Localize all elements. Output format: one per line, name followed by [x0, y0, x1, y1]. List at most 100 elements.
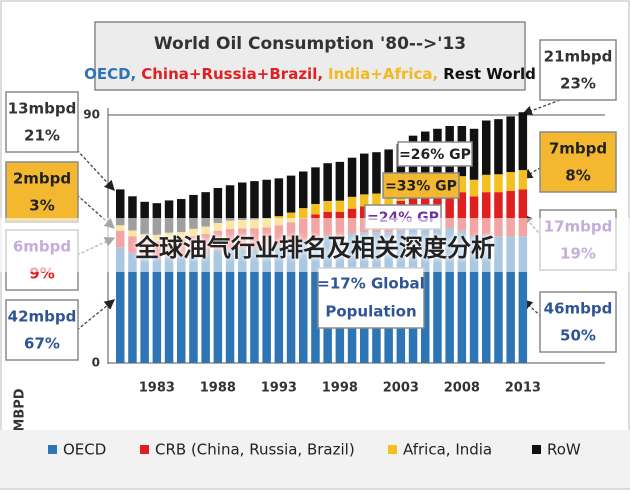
share-text: =26% GP [399, 147, 471, 163]
bar-segment [225, 248, 235, 363]
legend-swatch [140, 445, 149, 454]
bar-segment [286, 212, 296, 223]
callout-text: 3% [29, 197, 54, 215]
subtitle-part: India+Africa, [328, 65, 438, 83]
bar-segment [323, 163, 332, 201]
bar-segment [469, 196, 479, 237]
bar-segment [299, 240, 308, 363]
bar-segment [506, 172, 515, 191]
bar-segment [506, 190, 515, 237]
bar-segment [469, 236, 479, 363]
bar-segment [250, 248, 259, 363]
legend-swatch [388, 445, 397, 454]
bar-segment [116, 247, 125, 363]
bar-segment [164, 256, 174, 363]
bar-segment [457, 176, 467, 193]
bar-segment [152, 258, 162, 363]
bar-segment [457, 230, 467, 363]
bar-segment [494, 236, 503, 363]
bar-segment [494, 119, 503, 175]
bar-segment [299, 171, 308, 209]
bar-segment [164, 200, 174, 233]
bar-segment [372, 193, 381, 206]
chart-title: World Oil Consumption '80-->'13 [154, 34, 466, 54]
share-box [317, 267, 425, 329]
callout-box [539, 291, 617, 353]
legend-label: RoW [547, 441, 581, 459]
legend-label: OECD [63, 441, 106, 459]
subtitle-part: China+Russia+Brazil, [141, 65, 323, 83]
y-tick-label: 0 [92, 356, 100, 370]
bar-segment [518, 189, 528, 237]
bar-segment [189, 254, 198, 363]
legend-bg [0, 430, 630, 488]
bar-segment [274, 245, 284, 363]
bar-segment [482, 120, 491, 175]
y-axis-label: MBPD [13, 388, 28, 431]
bar-segment [518, 236, 528, 363]
bar-segment [384, 149, 393, 192]
bar-segment [299, 208, 308, 219]
callout-text: 8% [565, 167, 590, 185]
bar-segment [128, 196, 137, 231]
bar-segment [494, 174, 503, 193]
share-box [382, 172, 460, 199]
x-tick-label: 1993 [261, 381, 297, 396]
bar-segment [433, 226, 442, 363]
bar-segment [347, 157, 357, 197]
bar-segment [262, 179, 271, 219]
bar-segment [445, 227, 454, 363]
x-tick-label: 1983 [139, 381, 175, 396]
bar-segment [311, 237, 320, 363]
x-tick-label: 2008 [444, 381, 480, 396]
bar-segment [213, 188, 223, 224]
subtitle-part: Rest World [443, 65, 536, 83]
callout-text: 67% [24, 335, 60, 353]
callout-text: 46mbpd [544, 300, 613, 318]
bar-segment [445, 190, 454, 228]
bar-segment [469, 128, 479, 180]
callout-box [5, 299, 79, 361]
share-text: =17% Global [317, 275, 424, 293]
share-box [397, 141, 473, 167]
title-box [94, 21, 526, 91]
bar-segment [360, 153, 369, 195]
callout-text: 2mbpd [13, 170, 71, 188]
bar-segment [274, 178, 284, 217]
bar-segment [494, 192, 503, 237]
bar-segment [311, 204, 320, 215]
callout-box [5, 161, 79, 223]
subtitle-part: OECD, [84, 65, 136, 83]
bar-segment [189, 194, 198, 229]
callout-text: 7mbpd [549, 140, 607, 158]
callout-text: 23% [560, 75, 596, 93]
bar-segment [482, 192, 491, 235]
legend-swatch [532, 445, 541, 454]
bar-segment [421, 226, 430, 363]
x-tick-label: 2013 [505, 381, 541, 396]
bar-segment [506, 116, 515, 173]
legend-swatch [48, 445, 57, 454]
bar-segment [360, 194, 369, 207]
bar-segment [518, 112, 528, 171]
banner: 全球油气行业排名及相关深度分析 [0, 218, 630, 272]
bar-segment [140, 256, 149, 363]
bar-segment [262, 247, 271, 363]
bar-segment [238, 182, 247, 220]
callout-text: 21% [24, 127, 60, 145]
bar-segment [177, 199, 186, 233]
x-tick-label: 2003 [383, 381, 419, 396]
bar-segment [225, 185, 235, 221]
callout-text: 21mbpd [544, 48, 613, 66]
bar-segment [372, 152, 381, 194]
bar-segment [469, 179, 479, 197]
y-tick-label: 90 [83, 108, 100, 122]
banner-text: 全球油气行业排名及相关深度分析 [135, 233, 495, 262]
bar-segment [116, 189, 125, 226]
legend-label: CRB (China, Russia, Brazil) [155, 441, 355, 459]
bar-segment [335, 161, 345, 201]
bar-segment [286, 243, 296, 363]
bar-segment [457, 192, 467, 231]
bar-segment [250, 181, 259, 220]
